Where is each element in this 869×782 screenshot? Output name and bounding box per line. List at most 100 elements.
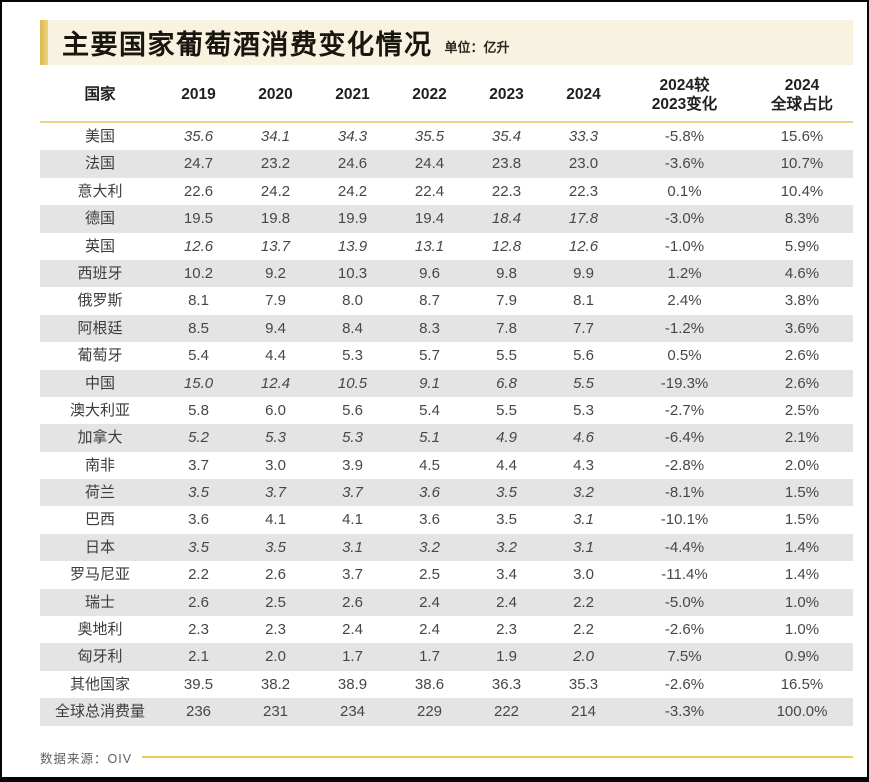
year-value-cell: 10.2	[183, 264, 214, 282]
share-cell: 2.6%	[784, 347, 820, 365]
col-header-change: 2024较 2023变化	[651, 76, 718, 113]
year-value-cell: 24.2	[337, 182, 368, 200]
country-cell: 奥地利	[77, 621, 123, 639]
year-value-cell: 234	[339, 703, 366, 721]
year-value-cell: 5.3	[573, 401, 594, 419]
change-cell: -2.6%	[664, 675, 705, 693]
change-cell: 0.1%	[667, 182, 702, 200]
year-value-cell: 2.6	[188, 593, 209, 611]
table-row: 葡萄牙 5.4 4.4 5.3 5.7 5.5 5.6 0.5% 2.6%	[40, 342, 853, 369]
change-cell: -2.6%	[664, 621, 705, 639]
year-value-cell: 24.7	[183, 155, 214, 173]
table-row: 中国 15.0 12.4 10.5 9.1 6.8 5.5 -19.3% 2.6…	[40, 369, 853, 397]
footer: 数据来源：OIV	[40, 748, 853, 767]
title-accent-bar	[40, 20, 48, 65]
table-row: 匈牙利 2.1 2.0 1.7 1.7 1.9 2.0 7.5% 0.9%	[40, 643, 853, 671]
table-row: 全球总消费量 236 231 234 229 222 214 -3.3% 100…	[40, 698, 853, 726]
year-value-cell: 7.9	[496, 292, 517, 310]
table-body: 美国 35.6 34.1 34.3 35.5 35.4 33.3 -5.8% 1…	[40, 123, 853, 726]
year-value-cell: 6.0	[265, 401, 286, 419]
year-value-cell: 5.5	[573, 374, 594, 392]
year-value-cell: 5.2	[188, 429, 209, 447]
year-value-cell: 22.3	[491, 182, 522, 200]
year-value-cell: 229	[416, 703, 443, 721]
year-value-cell: 2.4	[496, 593, 517, 611]
share-cell: 1.5%	[784, 484, 820, 502]
year-value-cell: 2.4	[419, 621, 440, 639]
country-cell: 加拿大	[77, 429, 123, 447]
share-cell: 2.5%	[784, 401, 820, 419]
year-value-cell: 4.3	[573, 456, 594, 474]
year-value-cell: 3.6	[188, 511, 209, 529]
table-row: 西班牙 10.2 9.2 10.3 9.6 9.8 9.9 1.2% 4.6%	[40, 259, 853, 288]
year-value-cell: 231	[262, 703, 289, 721]
col-header-2021: 2021	[335, 86, 370, 104]
change-cell: -1.2%	[664, 319, 705, 337]
share-cell: 10.4%	[780, 182, 824, 200]
year-value-cell: 3.5	[188, 538, 209, 556]
col-header-2019: 2019	[181, 86, 216, 104]
table-row: 德国 19.5 19.8 19.9 19.4 18.4 17.8 -3.0% 8…	[40, 205, 853, 233]
table-row: 奥地利 2.3 2.3 2.4 2.4 2.3 2.2 -2.6% 1.0%	[40, 616, 853, 643]
year-value-cell: 3.5	[265, 538, 286, 556]
table-row: 其他国家 39.5 38.2 38.9 38.6 36.3 35.3 -2.6%…	[40, 671, 853, 698]
table-header-row: 国家 2019 2020 2021 2022 2023 2024 2024较 2…	[40, 73, 853, 123]
year-value-cell: 22.4	[414, 182, 445, 200]
country-cell: 荷兰	[84, 484, 115, 502]
col-header-2022: 2022	[412, 86, 447, 104]
year-value-cell: 19.5	[183, 210, 214, 228]
country-cell: 英国	[84, 237, 115, 255]
share-cell: 2.6%	[784, 374, 820, 392]
col-header-2024: 2024	[566, 86, 601, 104]
year-value-cell: 4.4	[265, 347, 286, 365]
year-value-cell: 19.9	[337, 210, 368, 228]
country-cell: 全球总消费量	[54, 703, 145, 721]
country-cell: 澳大利亚	[69, 401, 130, 419]
year-value-cell: 3.6	[419, 484, 440, 502]
table-row: 瑞士 2.6 2.5 2.6 2.4 2.4 2.2 -5.0% 1.0%	[40, 588, 853, 617]
year-value-cell: 2.6	[342, 593, 363, 611]
year-value-cell: 2.3	[188, 621, 209, 639]
table-row: 南非 3.7 3.0 3.9 4.5 4.4 4.3 -2.8% 2.0%	[40, 452, 853, 479]
year-value-cell: 3.7	[188, 456, 209, 474]
table-row: 意大利 22.6 24.2 24.2 22.4 22.3 22.3 0.1% 1…	[40, 178, 853, 205]
year-value-cell: 22.3	[568, 182, 599, 200]
year-value-cell: 24.4	[414, 155, 445, 173]
year-value-cell: 222	[493, 703, 520, 721]
year-value-cell: 2.2	[573, 621, 594, 639]
year-value-cell: 34.1	[260, 128, 291, 145]
footer-rule	[142, 756, 853, 759]
change-cell: 1.2%	[667, 264, 702, 282]
year-value-cell: 8.1	[188, 292, 209, 310]
share-cell: 1.0%	[784, 593, 820, 611]
year-value-cell: 33.3	[568, 128, 599, 145]
year-value-cell: 2.0	[265, 648, 286, 666]
year-value-cell: 2.3	[265, 621, 286, 639]
year-value-cell: 24.6	[337, 155, 368, 173]
year-value-cell: 9.2	[265, 264, 286, 282]
year-value-cell: 2.1	[188, 648, 209, 666]
share-cell: 100.0%	[776, 703, 828, 721]
year-value-cell: 9.4	[265, 319, 286, 337]
year-value-cell: 5.4	[188, 347, 209, 365]
page-title: 主要国家葡萄酒消费变化情况	[62, 30, 433, 60]
change-cell: -11.4%	[661, 566, 708, 584]
share-cell: 5.9%	[784, 237, 820, 255]
year-value-cell: 3.1	[342, 538, 363, 556]
country-cell: 德国	[84, 210, 115, 228]
country-cell: 阿根廷	[77, 319, 123, 337]
year-value-cell: 23.2	[260, 155, 291, 173]
year-value-cell: 8.5	[188, 319, 209, 337]
year-value-cell: 22.6	[183, 182, 214, 200]
share-cell: 3.8%	[784, 292, 820, 310]
share-cell: 8.3%	[784, 210, 820, 228]
year-value-cell: 3.9	[342, 456, 363, 474]
year-value-cell: 214	[570, 703, 597, 721]
year-value-cell: 12.6	[568, 237, 599, 255]
change-cell: 0.5%	[667, 347, 702, 365]
year-value-cell: 12.4	[260, 374, 291, 392]
year-value-cell: 39.5	[183, 675, 214, 693]
year-value-cell: 7.9	[265, 292, 286, 310]
year-value-cell: 5.5	[496, 347, 517, 365]
